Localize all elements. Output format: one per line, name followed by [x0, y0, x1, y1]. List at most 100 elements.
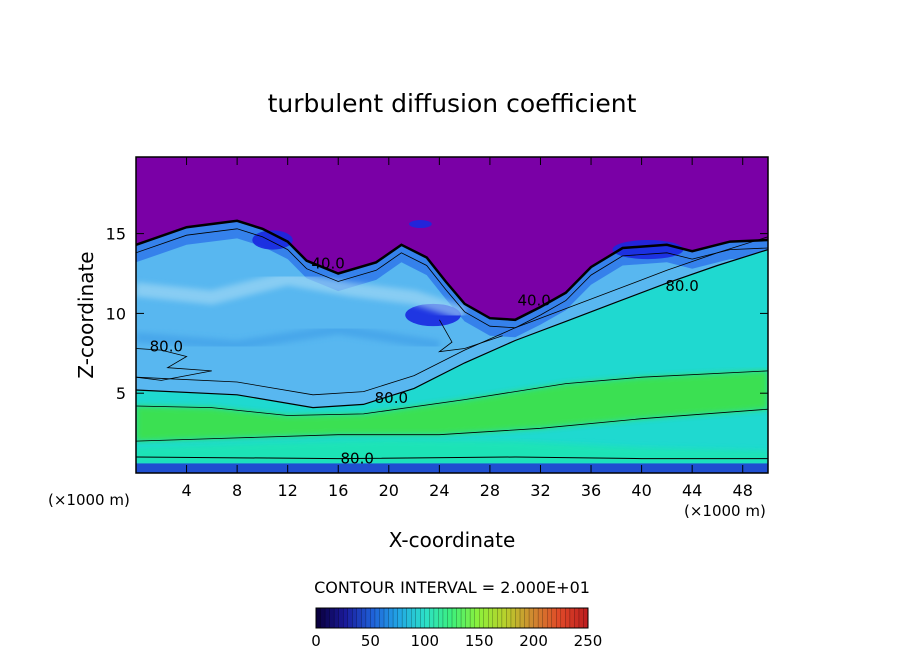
- colorbar-swatch: [560, 608, 566, 628]
- contour-interval-label: CONTOUR INTERVAL = 2.000E+01: [314, 578, 590, 597]
- colorbar-swatch: [442, 608, 448, 628]
- colorbar-swatch: [506, 608, 512, 628]
- colorbar: 0 50 100 150 200 250: [311, 607, 603, 650]
- colorbar-swatch: [465, 608, 471, 628]
- field-wisp-2: [136, 324, 441, 351]
- colorbar-swatch: [356, 608, 362, 628]
- field-wisp-1: [136, 271, 467, 321]
- x-axis-unit-left: (×1000 m): [48, 491, 130, 509]
- y-tick-label: 15: [106, 225, 126, 244]
- y-tick-label: 5: [116, 384, 126, 403]
- colorbar-swatch: [325, 608, 331, 628]
- colorbar-swatch: [520, 608, 526, 628]
- colorbar-swatch: [452, 608, 458, 628]
- colorbar-swatch: [574, 608, 580, 628]
- x-tick-label: 20: [379, 481, 399, 500]
- colorbar-swatch: [470, 608, 476, 628]
- colorbar-swatch: [411, 608, 417, 628]
- colorbar-swatch: [542, 608, 548, 628]
- colorbar-swatch: [474, 608, 480, 628]
- colorbar-swatch: [438, 608, 444, 628]
- colorbar-tick-label: 200: [519, 632, 548, 650]
- colorbar-swatch: [488, 608, 494, 628]
- colorbar-swatch: [320, 608, 326, 628]
- colorbar-swatch: [461, 608, 467, 628]
- contour-80-left: [136, 348, 212, 381]
- x-tick-label: 36: [581, 481, 601, 500]
- contour-40: [136, 228, 768, 329]
- colorbar-frame: [315, 607, 589, 629]
- field-green-band: [136, 370, 768, 442]
- colorbar-swatch: [429, 608, 435, 628]
- contour-label-3: 80.0: [375, 389, 408, 407]
- colorbar-swatch: [479, 608, 485, 628]
- contour-label-5: 40.0: [517, 291, 550, 309]
- colorbar-swatch: [361, 608, 367, 628]
- colorbar-swatch: [529, 608, 535, 628]
- colorbar-tick-label: 150: [465, 632, 494, 650]
- x-axis: 4 8 12 16 20 24 28 32 36 40 44 48: [181, 157, 753, 500]
- x-axis-label: X-coordinate: [389, 528, 516, 552]
- field-surface-layer: [136, 463, 768, 473]
- colorbar-swatch: [343, 608, 349, 628]
- x-tick-label: 48: [733, 481, 753, 500]
- colorbar-swatch: [533, 608, 539, 628]
- field-eddy-4: [409, 220, 432, 229]
- contour-label-2: 80.0: [150, 338, 183, 356]
- colorbar-tick-label: 100: [410, 632, 439, 650]
- colorbar-swatch: [483, 608, 489, 628]
- contour-green-bottom: [136, 408, 768, 442]
- y-axis-label: Z-coordinate: [74, 251, 98, 378]
- x-tick-label: 28: [480, 481, 500, 500]
- colorbar-tick-label: 0: [311, 632, 321, 650]
- contour-boundary: [136, 219, 768, 322]
- x-tick-label: 40: [631, 481, 651, 500]
- colorbar-swatch: [551, 608, 557, 628]
- colorbar-swatch: [538, 608, 544, 628]
- field-eddy-1: [252, 230, 293, 250]
- colorbar-swatch: [347, 608, 353, 628]
- colorbar-swatch: [433, 608, 439, 628]
- colorbar-swatch: [388, 608, 394, 628]
- contour-shear: [136, 249, 768, 409]
- colorbar-swatch: [515, 608, 521, 628]
- x-tick-label: 4: [181, 481, 191, 500]
- chart-title: turbulent diffusion coefficient: [268, 89, 637, 118]
- colorbar-swatch: [510, 608, 516, 628]
- colorbar-tick-label: 50: [361, 632, 380, 650]
- colorbar-swatch: [316, 608, 322, 628]
- colorbar-swatch: [492, 608, 498, 628]
- field-aqua-band: [136, 439, 768, 464]
- colorbar-swatch: [547, 608, 553, 628]
- contour-shear-upper: [136, 236, 768, 396]
- colorbar-swatch: [374, 608, 380, 628]
- contour-labels: 40.0 80.0 80.0 80.0 40.0 80.0: [150, 255, 699, 468]
- colorbar-swatch: [565, 608, 571, 628]
- colorbar-swatch: [415, 608, 421, 628]
- colorbar-swatch: [569, 608, 575, 628]
- colorbar-swatch: [447, 608, 453, 628]
- contour-surface: [136, 456, 768, 460]
- colorbar-swatch: [402, 608, 408, 628]
- colorbar-swatch: [397, 608, 403, 628]
- colorbar-swatch: [424, 608, 430, 628]
- colorbar-swatch: [338, 608, 344, 628]
- colorbar-swatch: [524, 608, 530, 628]
- x-tick-label: 32: [530, 481, 550, 500]
- colorbar-swatch: [406, 608, 412, 628]
- colorbar-swatch: [379, 608, 385, 628]
- colorbar-swatch: [393, 608, 399, 628]
- contour-green-top: [136, 370, 768, 416]
- contour-label-1: 40.0: [311, 255, 344, 273]
- x-tick-label: 8: [232, 481, 242, 500]
- colorbar-swatch: [334, 608, 340, 628]
- x-axis-unit-right: (×1000 m): [684, 502, 766, 520]
- x-tick-label: 16: [328, 481, 348, 500]
- contour-label-4: 80.0: [340, 449, 373, 467]
- colorbar-tick-label: 250: [574, 632, 603, 650]
- colorbar-swatch: [365, 608, 371, 628]
- colorbar-swatch: [352, 608, 358, 628]
- x-tick-label: 12: [278, 481, 298, 500]
- colorbar-swatch: [384, 608, 390, 628]
